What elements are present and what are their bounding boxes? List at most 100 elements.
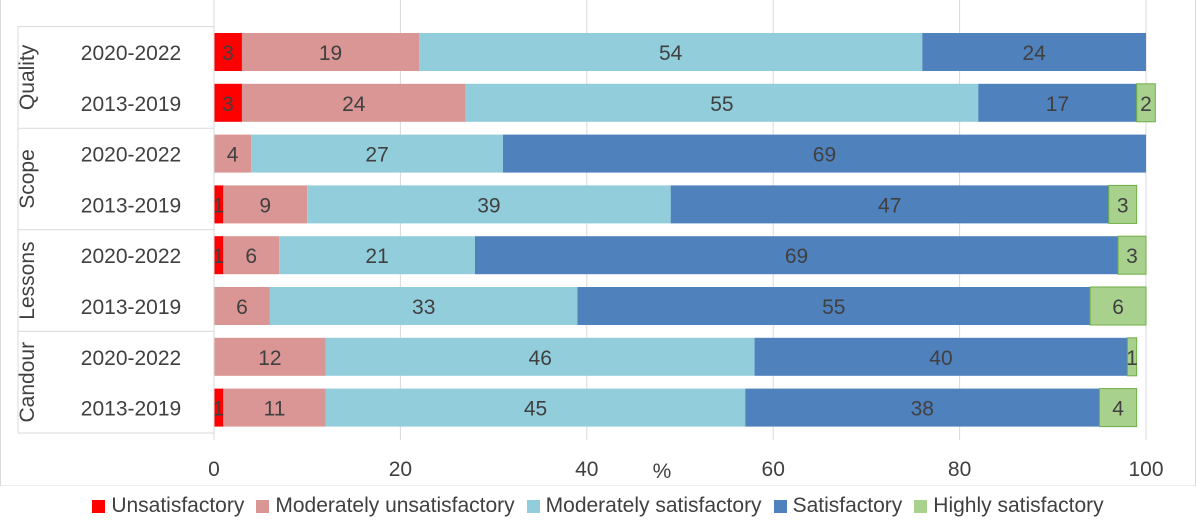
data-label: 38 bbox=[911, 398, 934, 421]
data-label: 3 bbox=[222, 93, 234, 116]
x-tick-label: 20 bbox=[389, 458, 412, 481]
row-label: 2013-2019 bbox=[81, 398, 181, 421]
bar-segment-highly-satisfactory bbox=[1089, 286, 1147, 326]
bar-segment-satisfactory bbox=[754, 337, 1128, 376]
data-label: 3 bbox=[1126, 245, 1138, 268]
data-label: 6 bbox=[236, 296, 248, 319]
row-label: 2013-2019 bbox=[81, 296, 181, 319]
bar-segment-moderately-satisfactory bbox=[325, 337, 755, 376]
bar-segment-highly-satisfactory bbox=[1108, 184, 1138, 224]
bar-segment-moderately-unsatisfactory bbox=[223, 185, 308, 224]
legend-item: Unsatisfactory bbox=[92, 494, 244, 518]
bar-segment-moderately-unsatisfactory bbox=[214, 134, 252, 173]
legend-item: Moderately satisfactory bbox=[526, 494, 762, 518]
data-label: 1 bbox=[213, 398, 225, 421]
x-tick-label: 100 bbox=[1128, 458, 1163, 481]
legend-item: Moderately unsatisfactory bbox=[256, 494, 515, 518]
x-axis-title: % bbox=[653, 460, 672, 483]
data-label: 55 bbox=[822, 296, 845, 319]
data-label: 6 bbox=[245, 245, 257, 268]
data-label: 33 bbox=[412, 296, 435, 319]
group-label: Lessons bbox=[16, 241, 39, 319]
data-label: 19 bbox=[319, 42, 342, 65]
data-label: 12 bbox=[258, 347, 281, 370]
legend-label: Highly satisfactory bbox=[933, 494, 1104, 517]
row-label: 2020-2022 bbox=[81, 347, 181, 370]
data-label: 3 bbox=[222, 42, 234, 65]
row-label: 2020-2022 bbox=[81, 42, 181, 65]
legend-swatch bbox=[914, 499, 928, 513]
x-tick-label: 80 bbox=[948, 458, 971, 481]
data-label: 27 bbox=[365, 144, 388, 167]
bar-segment-moderately-unsatisfactory bbox=[223, 388, 326, 427]
bar-segment-satisfactory bbox=[502, 134, 1146, 173]
bar-segment-moderately-satisfactory bbox=[251, 134, 503, 173]
bar-segment-satisfactory bbox=[670, 185, 1109, 224]
bar-segment-unsatisfactory bbox=[214, 33, 242, 71]
data-label: 39 bbox=[477, 194, 500, 217]
data-label: 6 bbox=[1112, 296, 1124, 319]
bar-segment-unsatisfactory bbox=[214, 83, 242, 122]
legend-swatch bbox=[773, 499, 787, 513]
data-label: 46 bbox=[529, 347, 552, 370]
bar-segment-moderately-unsatisfactory bbox=[241, 83, 466, 122]
bar-segment-satisfactory bbox=[474, 236, 1119, 275]
bar-segment-moderately-satisfactory bbox=[419, 33, 923, 71]
data-label: 69 bbox=[813, 144, 836, 167]
x-tick-label: 40 bbox=[575, 458, 598, 481]
group-label: Candour bbox=[16, 342, 39, 423]
bar-segment-satisfactory bbox=[978, 83, 1137, 122]
bar-segment-satisfactory bbox=[577, 287, 1091, 325]
bar-segment-highly-satisfactory bbox=[1136, 83, 1156, 123]
data-label: 40 bbox=[929, 347, 952, 370]
bar-segment-moderately-satisfactory bbox=[325, 388, 746, 427]
legend-swatch bbox=[526, 499, 540, 513]
bar-segment-unsatisfactory bbox=[214, 236, 224, 275]
bar-segment-moderately-satisfactory bbox=[269, 287, 578, 325]
data-label: 4 bbox=[227, 144, 239, 167]
data-label: 24 bbox=[1022, 42, 1046, 65]
group-label: Quality bbox=[16, 44, 39, 110]
row-label: 2020-2022 bbox=[81, 144, 181, 167]
legend-label: Moderately unsatisfactory bbox=[275, 494, 515, 517]
bar-segment-moderately-satisfactory bbox=[279, 236, 475, 275]
data-label: 69 bbox=[785, 245, 808, 268]
bar-segment-highly-satisfactory bbox=[1098, 388, 1138, 428]
legend-swatch bbox=[256, 499, 270, 513]
bar-segment-moderately-satisfactory bbox=[307, 185, 671, 224]
data-label: 21 bbox=[365, 245, 388, 268]
data-label: 24 bbox=[342, 93, 366, 116]
data-label: 3 bbox=[1117, 194, 1129, 217]
bar-segment-highly-satisfactory bbox=[1126, 337, 1138, 377]
row-label: 2013-2019 bbox=[81, 93, 181, 116]
data-label: 11 bbox=[264, 398, 286, 421]
bar-segment-satisfactory bbox=[745, 388, 1100, 427]
x-tick-label: 0 bbox=[208, 458, 220, 481]
legend-label: Unsatisfactory bbox=[111, 494, 245, 517]
bar-segment-moderately-unsatisfactory bbox=[241, 33, 420, 71]
data-label: 2 bbox=[1140, 93, 1152, 116]
data-label: 47 bbox=[878, 194, 901, 217]
legend-label: Satisfactory bbox=[792, 494, 903, 517]
data-label: 55 bbox=[710, 93, 733, 116]
data-label: 1 bbox=[1126, 347, 1138, 370]
bar-segment-moderately-satisfactory bbox=[465, 83, 979, 122]
row-label: 2020-2022 bbox=[81, 245, 181, 268]
data-label: 1 bbox=[213, 245, 225, 268]
data-label: 54 bbox=[659, 42, 683, 65]
bar-segment-moderately-unsatisfactory bbox=[214, 337, 326, 376]
legend-item: Satisfactory bbox=[773, 494, 903, 518]
group-label: Scope bbox=[16, 149, 39, 209]
legend-item: Highly satisfactory bbox=[914, 494, 1104, 518]
bar-segment-highly-satisfactory bbox=[1117, 235, 1147, 275]
legend-swatch bbox=[92, 499, 106, 513]
legend-label: Moderately satisfactory bbox=[545, 494, 762, 517]
data-label: 45 bbox=[524, 398, 547, 421]
data-label: 17 bbox=[1046, 93, 1069, 116]
data-label: 1 bbox=[213, 194, 225, 217]
chart-legend: Unsatisfactory Moderately unsatisfactory M… bbox=[0, 486, 1196, 526]
x-tick-label: 60 bbox=[762, 458, 785, 481]
data-label: 9 bbox=[259, 194, 271, 217]
bar-segment-moderately-unsatisfactory bbox=[223, 236, 280, 275]
